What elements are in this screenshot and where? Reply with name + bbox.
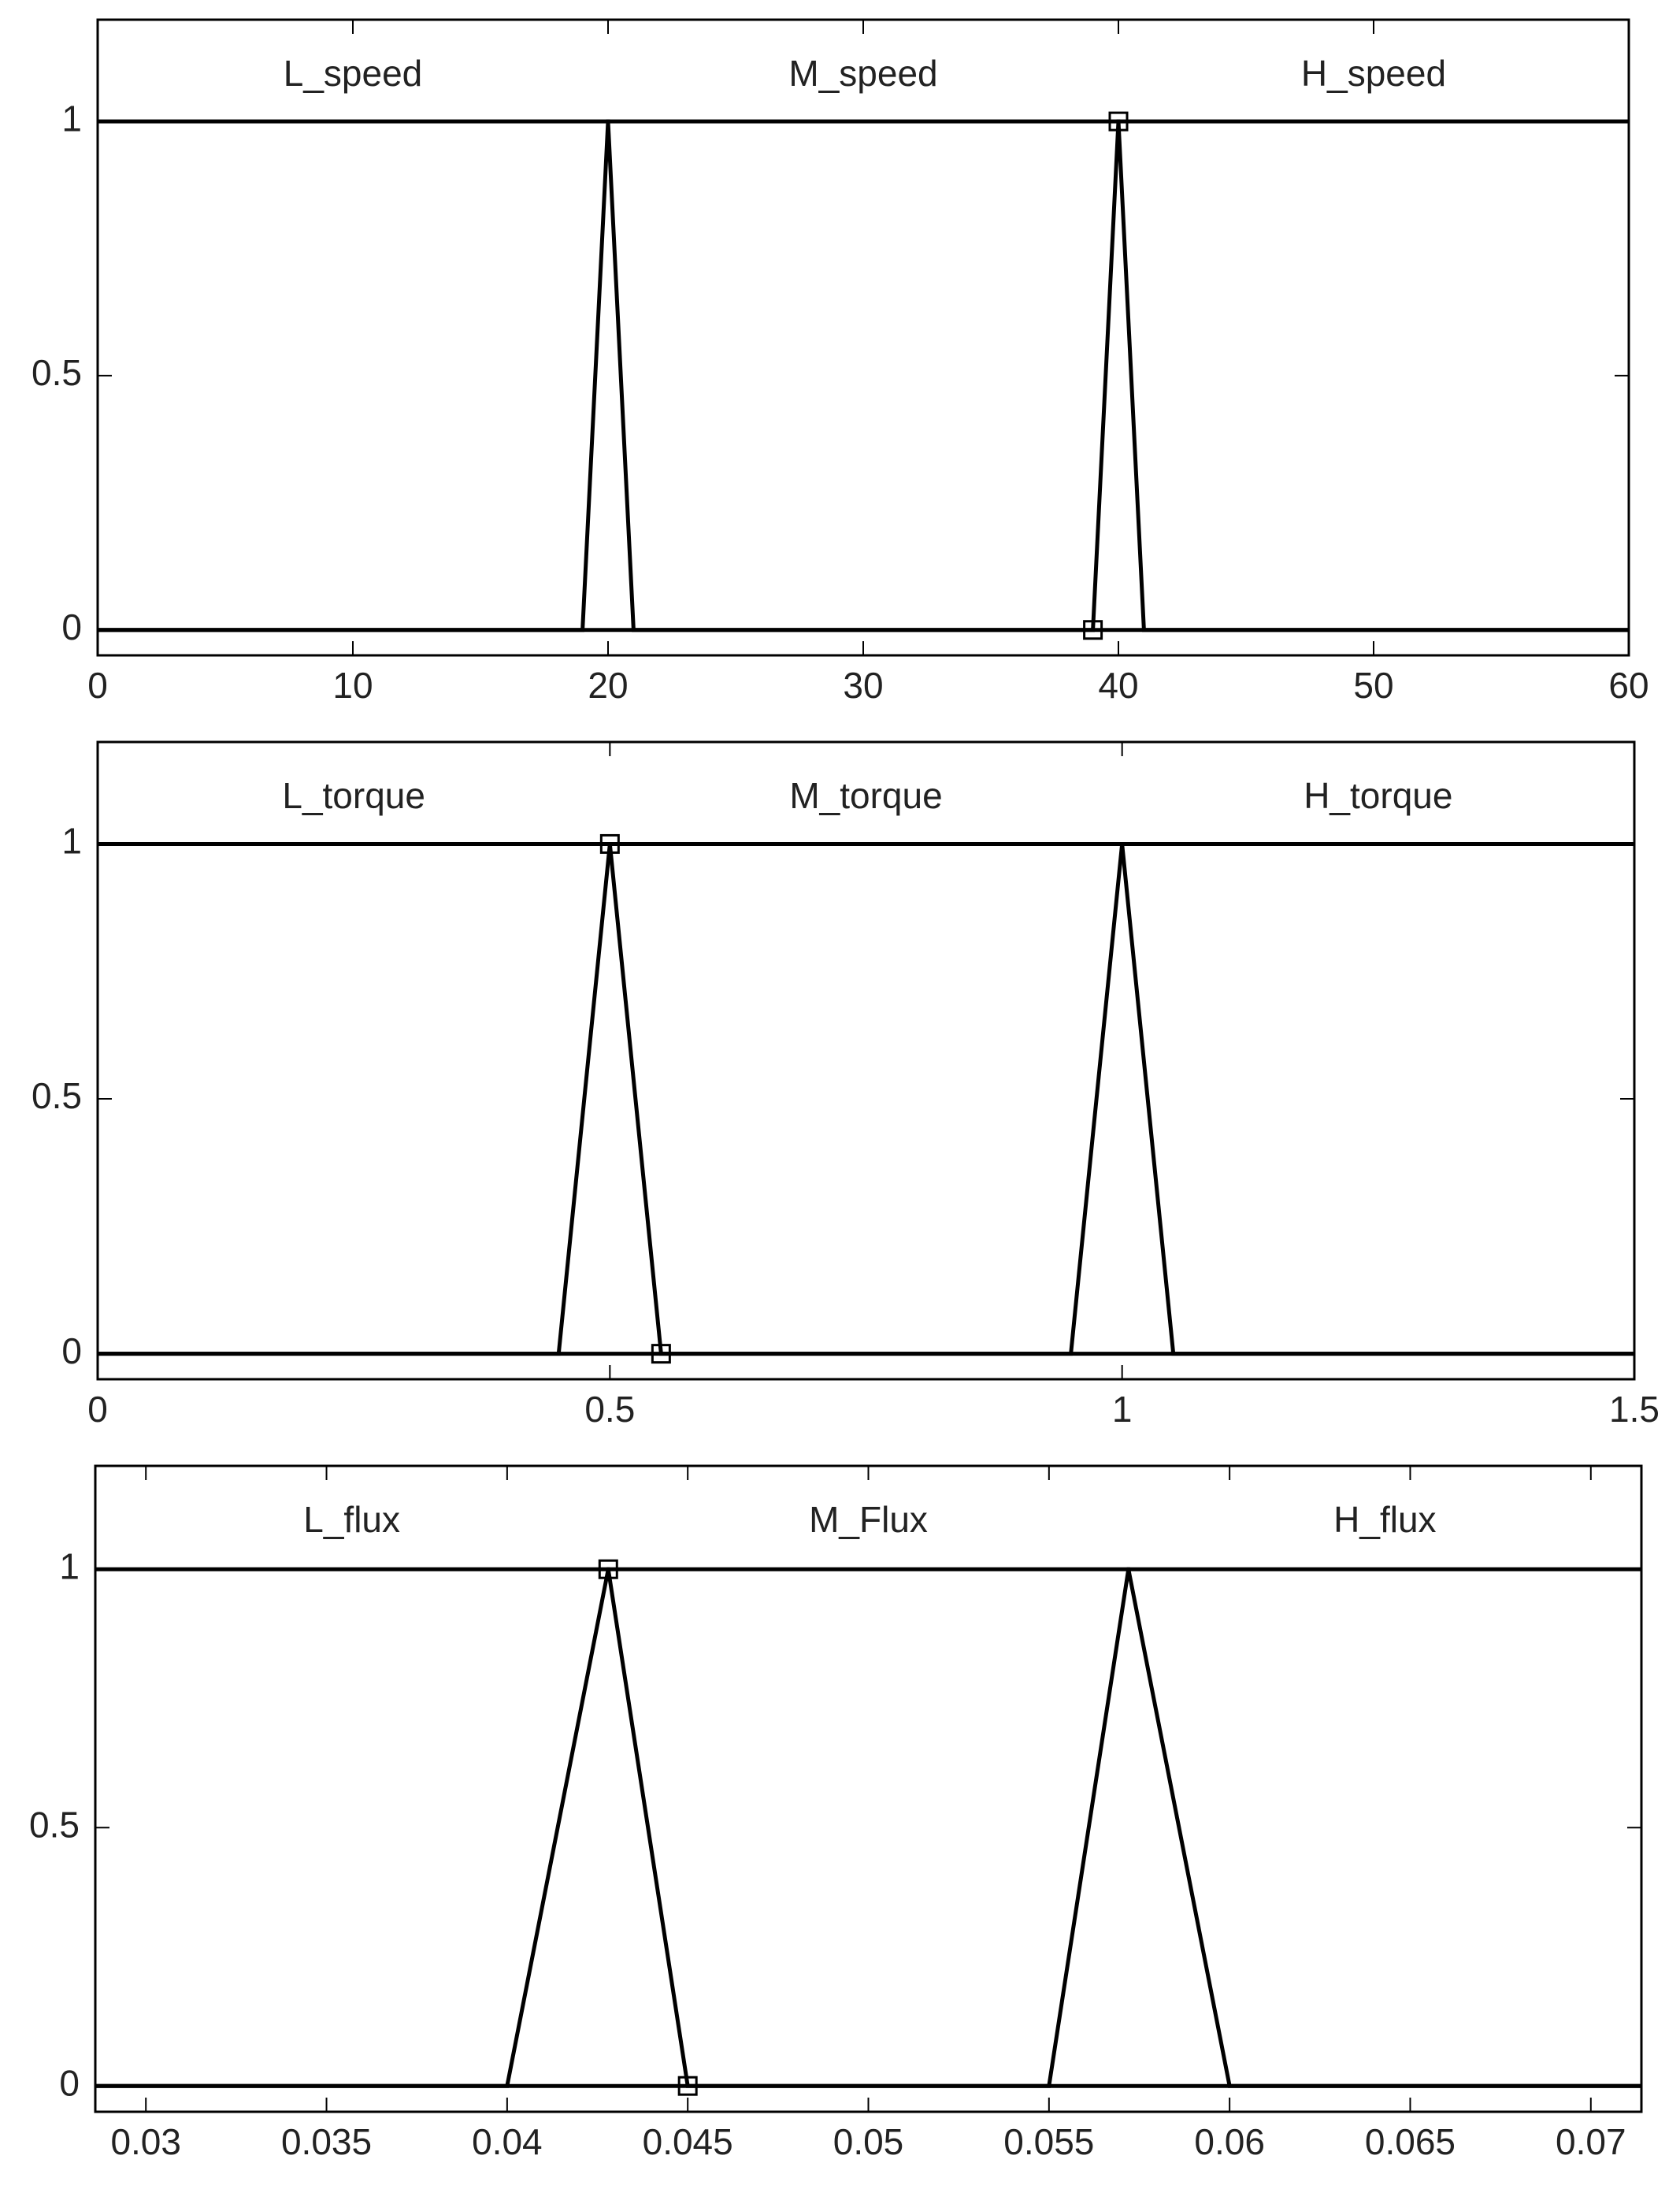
x-tick-label: 0.045: [643, 2121, 733, 2162]
y-tick-label: 0: [61, 1330, 82, 1371]
membership-line: [95, 1567, 1641, 2088]
vertex-marker: [1108, 111, 1129, 132]
y-tick-label: 1: [61, 821, 82, 862]
membership-line: [98, 841, 1634, 1356]
series-label: H_torque: [1304, 775, 1452, 816]
plot-frame: [96, 740, 1636, 1381]
y-tick-label: 1: [59, 1545, 80, 1586]
plot-frame: [94, 1464, 1643, 2113]
y-tick-label: 0: [61, 607, 82, 647]
series-label: M_speed: [788, 53, 937, 94]
x-tick-label: 0.06: [1194, 2121, 1265, 2162]
x-tick-label: 1.5: [1609, 1389, 1660, 1430]
x-tick-label: 40: [1098, 665, 1138, 706]
x-tick-label: 0: [87, 1389, 108, 1430]
series-label: L_flux: [303, 1499, 400, 1540]
x-tick-label: 50: [1353, 665, 1393, 706]
x-tick-label: 0.07: [1556, 2121, 1626, 2162]
x-tick-label: 0.05: [833, 2121, 904, 2162]
x-tick-label: 0.04: [472, 2121, 543, 2162]
x-tick-label: 0: [87, 665, 108, 706]
series-label: M_Flux: [809, 1499, 928, 1540]
x-tick-label: 0.035: [281, 2121, 372, 2162]
membership-line: [95, 1567, 1641, 2088]
x-tick-label: 1: [1112, 1389, 1133, 1430]
x-tick-label: 30: [843, 665, 883, 706]
series-label: L_torque: [282, 775, 425, 816]
vertex-marker: [1083, 620, 1103, 640]
y-tick-label: 0.5: [29, 1804, 80, 1845]
membership-line: [98, 119, 1629, 633]
x-tick-label: 60: [1608, 665, 1648, 706]
y-tick-label: 0.5: [32, 1075, 82, 1116]
x-tick-label: 0.5: [584, 1389, 635, 1430]
x-tick-label: 0.03: [110, 2121, 181, 2162]
y-tick-label: 0: [59, 2062, 80, 2103]
series-label: M_torque: [789, 775, 942, 816]
series-label: H_speed: [1301, 53, 1446, 94]
membership-line: [98, 119, 1629, 633]
x-tick-label: 10: [332, 665, 373, 706]
y-tick-label: 1: [61, 98, 82, 139]
series-label: H_flux: [1333, 1499, 1436, 1540]
x-tick-label: 0.055: [1003, 2121, 1094, 2162]
series-label: L_speed: [284, 53, 423, 94]
x-tick-label: 0.065: [1365, 2121, 1456, 2162]
plot-frame: [96, 18, 1630, 657]
membership-line: [98, 841, 1634, 1356]
y-tick-label: 0.5: [32, 352, 82, 393]
x-tick-label: 20: [588, 665, 628, 706]
